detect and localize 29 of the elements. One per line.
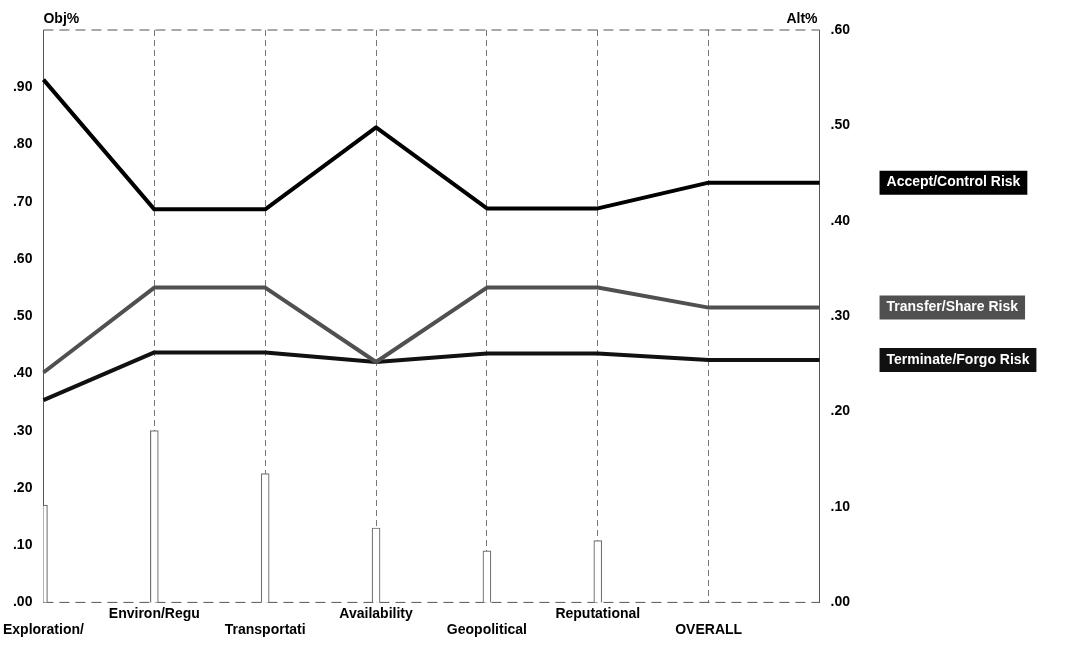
y2-tick-label: .60 — [830, 20, 851, 37]
y-tick-label: .90 — [12, 78, 33, 95]
y-tick-label: .30 — [12, 421, 33, 438]
x-tick-label: Availability — [339, 604, 413, 621]
y-tick-label: .50 — [12, 307, 33, 324]
text: Accept/Control Risk — [886, 173, 1021, 190]
x-tick-label: Transportati — [224, 621, 306, 638]
y2-tick-label: .50 — [830, 116, 851, 133]
text: Terminate/Forgo Risk — [886, 350, 1030, 367]
y-axis-title: Obj% — [43, 9, 80, 26]
y-tick-label: .40 — [12, 364, 33, 381]
y-tick-label: .70 — [12, 192, 33, 209]
y2-tick-label: .20 — [830, 402, 851, 419]
y-tick-label: .60 — [12, 249, 33, 266]
y2-tick-label: .40 — [830, 211, 851, 228]
y-tick-label: .80 — [12, 135, 33, 152]
x-tick-label: Exploration/ — [3, 621, 84, 638]
y2-tick-label: .10 — [830, 497, 851, 514]
x-tick-label: Environ/Regu — [108, 604, 200, 621]
y-tick-label: .00 — [12, 593, 33, 610]
y2-tick-label: .00 — [830, 593, 851, 610]
x-tick-label: Reputational — [555, 604, 641, 621]
y2-tick-label: .30 — [830, 307, 851, 324]
y2-axis-title: Alt% — [786, 9, 819, 26]
x-tick-label: OVERALL — [675, 621, 743, 638]
text: Transfer/Share Risk — [886, 298, 1019, 315]
y-tick-label: .10 — [12, 536, 33, 553]
x-tick-label: Geopolitical — [446, 621, 527, 638]
y-tick-label: .20 — [12, 478, 33, 495]
